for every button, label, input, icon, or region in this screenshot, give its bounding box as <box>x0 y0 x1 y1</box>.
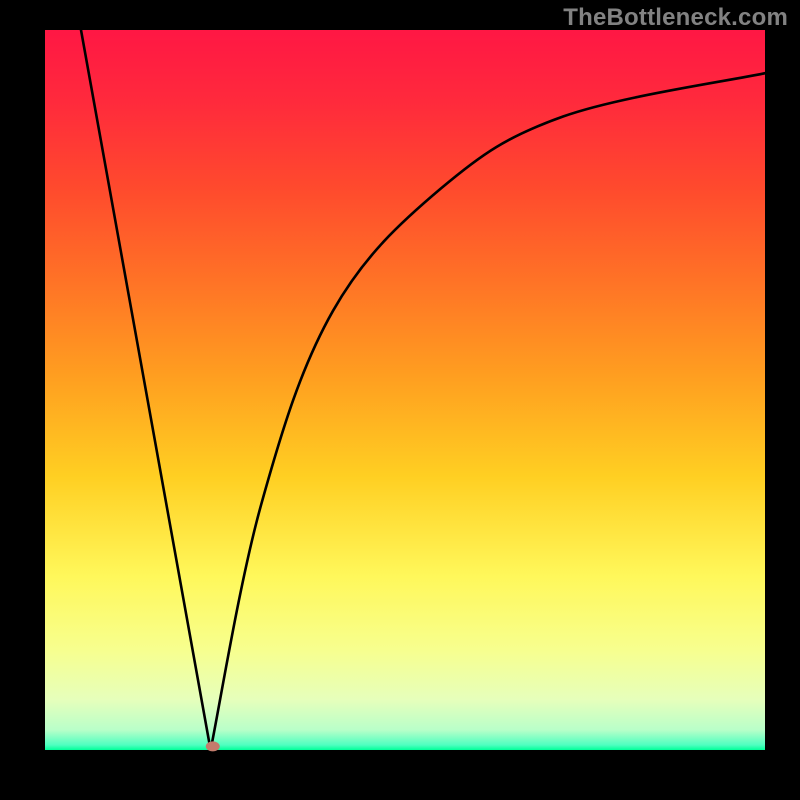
stage: TheBottleneck.com <box>0 0 800 800</box>
minimum-marker <box>206 741 220 751</box>
watermark-text: TheBottleneck.com <box>563 4 788 32</box>
plot-area <box>45 30 765 750</box>
chart-svg <box>0 0 800 800</box>
